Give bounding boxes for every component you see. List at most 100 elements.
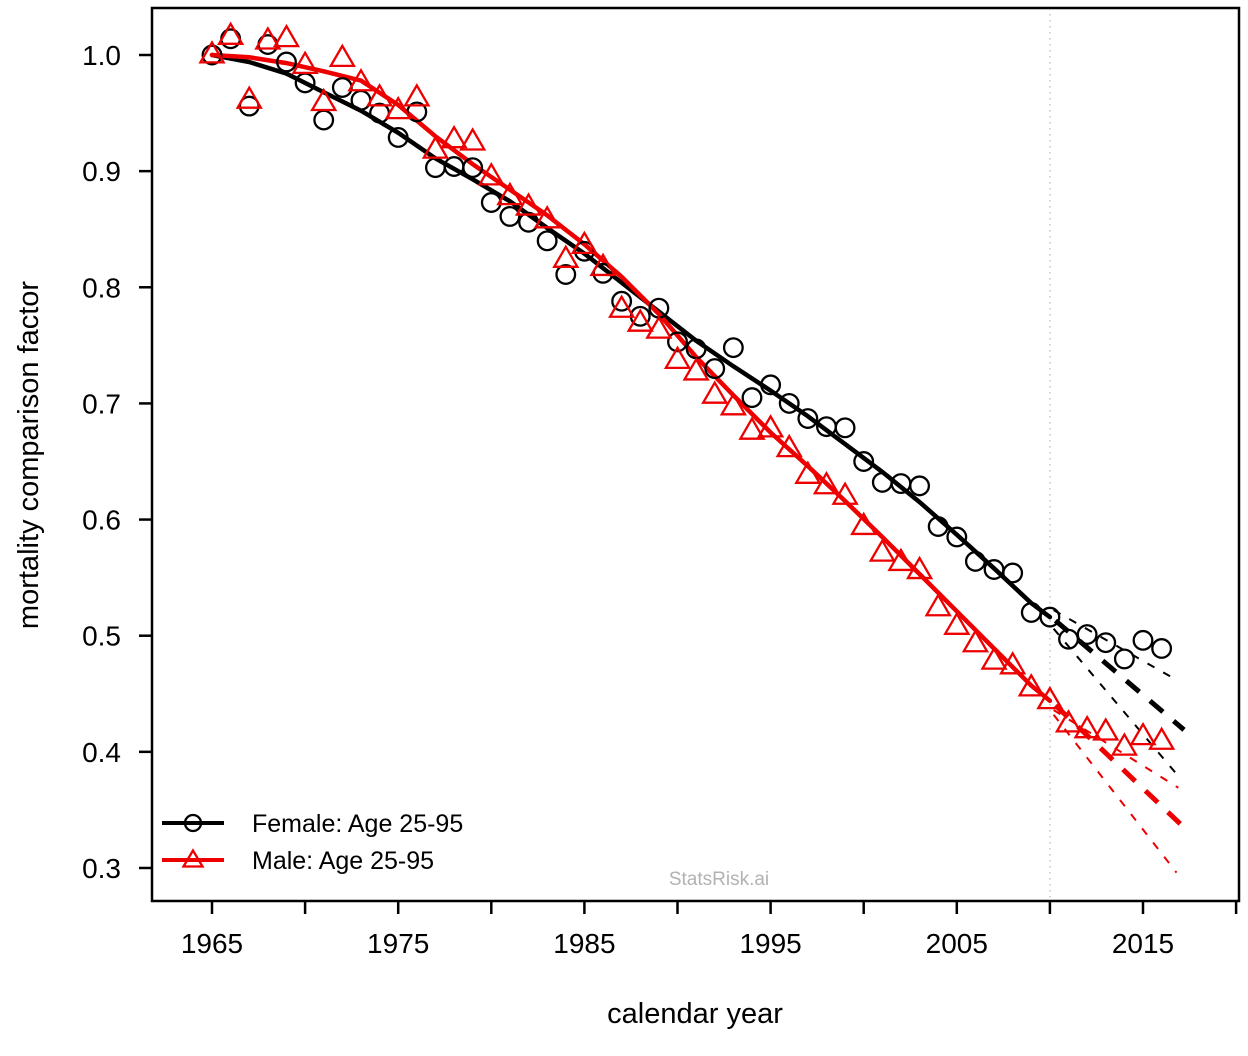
male-point: [552, 244, 580, 268]
male-point: [291, 50, 319, 75]
x-axis: 1965 1975 1985 1995 2005 2015: [181, 901, 1238, 959]
male-point: [645, 315, 673, 339]
female-point: [611, 290, 633, 312]
legend-item-male: Male: Age 25-95: [162, 847, 434, 875]
scatter-points: [198, 21, 1176, 756]
y-tick-label: 1.0: [82, 40, 121, 71]
male-point: [701, 380, 729, 404]
male-point: [961, 628, 990, 653]
male-point: [1092, 717, 1120, 741]
male-point: [533, 205, 561, 229]
female-point: [760, 374, 782, 396]
female-point: [964, 550, 986, 572]
y-tick-label: 0.3: [82, 853, 121, 884]
x-tick-label: 1965: [181, 928, 243, 959]
male-point: [477, 162, 505, 186]
male-point: [403, 83, 431, 107]
female-point: [797, 408, 819, 429]
male-point: [663, 345, 692, 369]
male-point: [1017, 673, 1045, 697]
male-projection-lower: [1052, 714, 1178, 874]
male-point: [719, 392, 747, 416]
male-point: [440, 124, 468, 149]
male-point: [198, 40, 226, 64]
female-point: [946, 526, 968, 548]
male-point: [272, 23, 301, 48]
female-point: [1132, 629, 1154, 651]
female-point: [1113, 648, 1135, 670]
female-circle-icon: [183, 813, 203, 833]
y-tick-label: 0.7: [82, 388, 121, 419]
male-point: [384, 95, 412, 120]
female-projection-central: [1053, 618, 1186, 732]
female-point: [536, 230, 558, 252]
female-point: [741, 387, 763, 409]
x-tick-label: 2005: [926, 928, 988, 959]
male-point: [1054, 709, 1083, 733]
male-point: [905, 555, 934, 580]
male-point: [347, 67, 375, 92]
male-legend-label: Male: Age 25-95: [252, 847, 434, 875]
x-tick-label: 1985: [553, 928, 615, 959]
male-point: [459, 127, 487, 151]
female-point: [573, 240, 595, 262]
female-projection-upper: [1053, 609, 1179, 682]
female-point: [499, 205, 521, 227]
y-axis-title: mortality comparison factor: [13, 281, 45, 629]
male-triangle-icon: [181, 848, 205, 868]
watermark: StatsRisk.ai: [669, 869, 769, 890]
y-axis: 1.0 0.9 0.8 0.7 0.6 0.5 0.4 0.3: [82, 40, 152, 884]
male-point: [1073, 714, 1101, 739]
male-point: [589, 252, 617, 277]
female-projection-lower: [1052, 628, 1178, 775]
y-tick-label: 0.6: [82, 505, 121, 536]
male-point: [514, 192, 543, 216]
female-point: [555, 264, 577, 285]
x-tick-label: 1975: [367, 928, 429, 959]
female-point: [722, 337, 744, 359]
male-point: [775, 433, 803, 458]
male-point: [310, 87, 338, 112]
male-point: [980, 646, 1008, 670]
male-point: [738, 416, 766, 440]
male-point: [943, 611, 971, 635]
female-point: [704, 358, 726, 380]
female-point: [834, 417, 856, 439]
male-point: [608, 294, 636, 318]
male-point: [217, 21, 245, 45]
female-point: [406, 101, 428, 123]
female-point: [387, 127, 409, 148]
female-point: [276, 51, 297, 73]
plot-border: [150, 6, 1241, 903]
female-point: [1039, 606, 1061, 628]
y-tick-label: 0.5: [82, 621, 121, 652]
female-point: [927, 516, 949, 537]
male-point: [850, 511, 878, 536]
x-tick-label: 2015: [1112, 928, 1174, 959]
legend: Female: Age 25-95 Male: Age 25-95: [162, 810, 463, 875]
male-point: [626, 308, 654, 332]
female-point: [778, 392, 800, 414]
male-point: [924, 592, 952, 617]
y-tick-label: 0.4: [82, 737, 121, 768]
legend-item-female: Female: Age 25-95: [162, 810, 463, 838]
y-tick-label: 0.9: [82, 156, 121, 187]
female-point: [480, 192, 502, 213]
male-point: [235, 85, 263, 109]
x-tick-label: 1995: [739, 928, 801, 959]
female-point: [462, 157, 484, 179]
female-point: [853, 451, 875, 472]
female-point: [1002, 562, 1024, 584]
male-point: [812, 470, 841, 495]
male-point: [1129, 721, 1157, 746]
male-point: [328, 43, 356, 68]
male-point: [496, 181, 524, 206]
x-axis-title: calendar year: [607, 998, 783, 1030]
male-point: [682, 357, 710, 381]
female-point: [909, 475, 931, 497]
female-point: [592, 262, 614, 284]
female-point: [1095, 632, 1117, 654]
